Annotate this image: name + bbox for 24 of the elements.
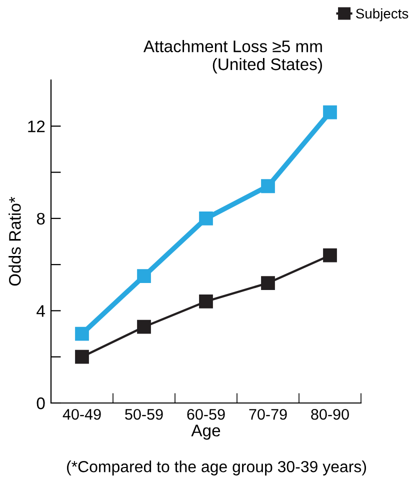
text: (*Compared to the age group 30-39 years) (67, 460, 366, 476)
point (199, 294, 213, 308)
y-tick-label: 8 (36, 212, 45, 225)
y-tick-label: 0 (36, 397, 45, 410)
y-tick-label: 4 (36, 305, 45, 317)
point (137, 320, 151, 334)
point (75, 350, 89, 364)
x-tick-label: 50-59 (125, 408, 163, 420)
point (75, 326, 89, 341)
point (137, 269, 151, 284)
point (323, 248, 337, 262)
y-axis-title: Odds Ratio* (8, 196, 21, 286)
chart-title: Attachment Loss ≥5 mm (United States) (143, 40, 322, 74)
x-tick-label: 60-59 (187, 408, 225, 420)
point (199, 211, 213, 226)
point (323, 105, 337, 120)
y-tick-label: 12 (28, 120, 45, 132)
x-axis-title: Age (191, 424, 220, 440)
x-tick-label: 80-90 (311, 408, 349, 420)
x-tick-label: 70-79 (249, 408, 287, 420)
point (261, 276, 275, 290)
legend-label: Subjects (356, 8, 408, 22)
point (261, 179, 275, 194)
x-tick-label: 40-49 (62, 408, 101, 420)
